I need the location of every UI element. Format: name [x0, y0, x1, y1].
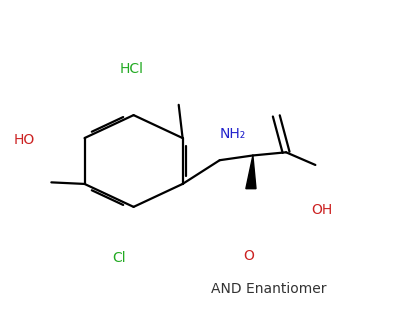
Text: HO: HO — [13, 133, 35, 147]
Text: HCl: HCl — [120, 62, 144, 76]
Text: NH₂: NH₂ — [220, 127, 246, 141]
Polygon shape — [246, 156, 256, 189]
Text: OH: OH — [311, 203, 333, 217]
Text: AND Enantiomer: AND Enantiomer — [211, 282, 326, 296]
Text: Cl: Cl — [112, 251, 126, 264]
Text: O: O — [243, 249, 254, 263]
